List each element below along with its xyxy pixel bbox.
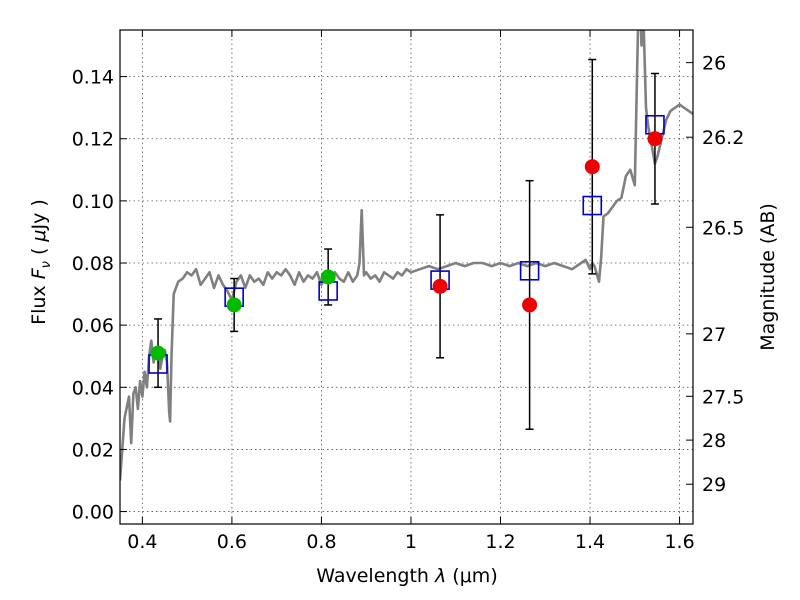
- observed-point: [432, 278, 448, 294]
- y-tick-label: 0.14: [72, 67, 114, 89]
- x-tick-label: 1: [405, 531, 417, 553]
- y-tick-label: 0.00: [72, 502, 114, 524]
- mag-tick-label: 28: [702, 430, 726, 452]
- x-tick-label: 1.2: [485, 531, 515, 553]
- observed-point: [584, 159, 600, 175]
- tick-labels: 0.4 0.6 0.8 1 1.2 1.4 1.6 0.00 0.02 0.04 0.06 0.08 0…: [72, 53, 745, 553]
- y-tick-label: 0.12: [72, 129, 114, 151]
- x-tick-label: 1.4: [575, 531, 605, 553]
- mag-tick-label: 29: [702, 474, 726, 496]
- y-tick-label: 0.08: [72, 253, 114, 275]
- y-tick-label: 0.06: [72, 315, 114, 337]
- y-axis-label: Flux Fν ( μJy ): [28, 199, 54, 325]
- observed-point: [150, 345, 166, 361]
- mag-tick-label: 26.2: [702, 127, 744, 149]
- observed-point: [647, 131, 663, 147]
- observed-point: [320, 269, 336, 285]
- spectrum-layer: [120, 30, 693, 481]
- grid-lines: [120, 30, 693, 524]
- x-tick-label: 1.6: [664, 531, 694, 553]
- model-photometry-layer: [148, 114, 665, 374]
- mag-tick-label: 26: [702, 53, 726, 75]
- observed-point: [226, 297, 242, 313]
- error-bars-layer: [154, 58, 659, 430]
- model-photometry-square: [519, 260, 540, 281]
- y-tick-label: 0.02: [72, 439, 114, 461]
- y-tick-label: 0.10: [72, 191, 114, 213]
- x-tick-label: 0.6: [217, 531, 247, 553]
- right-axis-label: Magnitude (AB): [757, 203, 779, 351]
- mag-tick-label: 27: [702, 324, 726, 346]
- x-axis-label: Wavelength λ (μm): [316, 565, 497, 587]
- y-tick-label: 0.04: [72, 377, 114, 399]
- axis-ticks: [120, 30, 693, 524]
- observed-point: [522, 297, 538, 313]
- x-tick-label: 0.8: [306, 531, 336, 553]
- mag-tick-label: 27.5: [702, 386, 744, 408]
- model-photometry-square: [582, 195, 603, 216]
- spectrum-line: [120, 30, 693, 481]
- x-tick-label: 0.4: [127, 531, 157, 553]
- plot-frame: [119, 29, 694, 525]
- observed-photometry-layer: [150, 131, 663, 361]
- mag-tick-label: 26.5: [702, 217, 744, 239]
